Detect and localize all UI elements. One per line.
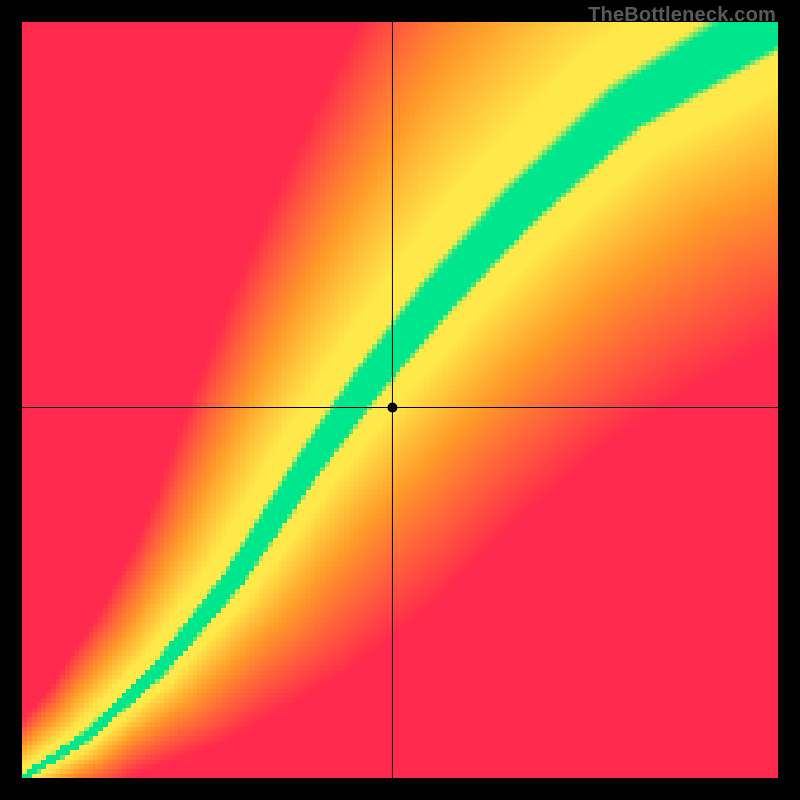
- watermark-text: TheBottleneck.com: [588, 4, 776, 27]
- bottleneck-heatmap: [22, 22, 778, 778]
- chart-container: TheBottleneck.com: [0, 0, 800, 800]
